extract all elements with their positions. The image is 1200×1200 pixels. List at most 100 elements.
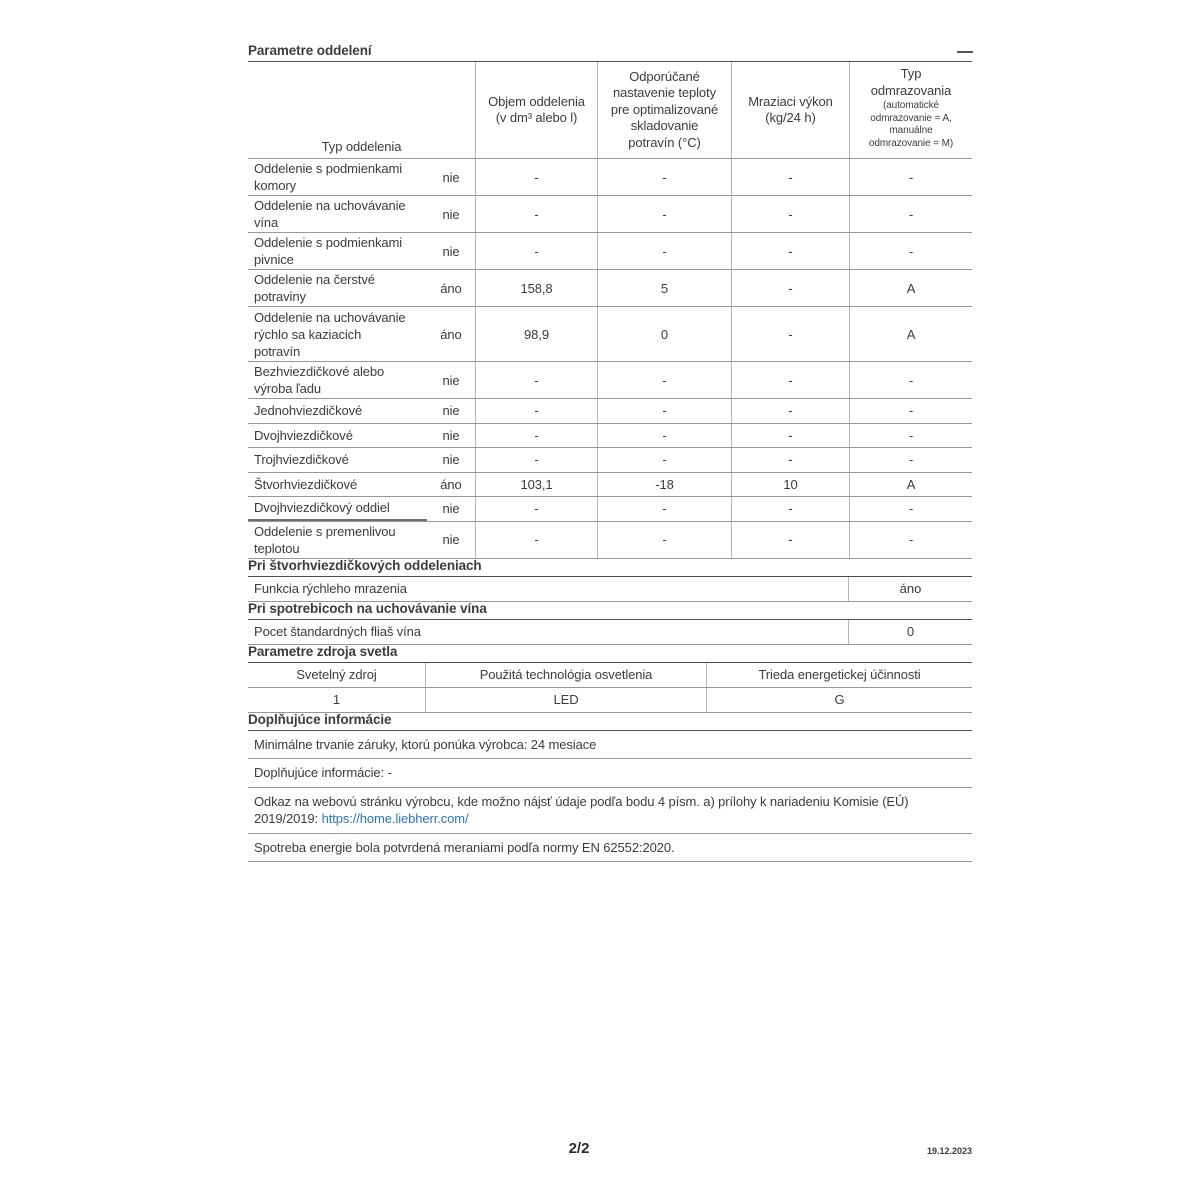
row-label: Trojhviezdičkové xyxy=(254,452,349,468)
row-present: nie xyxy=(442,427,460,443)
section-title-four-star: Pri štvorhviezdičkových oddeleniach xyxy=(248,558,972,577)
info-row-weblink: Odkaz na webovú stránku výrobcu, kde mož… xyxy=(248,788,972,834)
cell-freeze: 10 xyxy=(731,472,849,496)
corner-mark xyxy=(957,51,973,53)
header-volume: Objem oddelenia (v dm³ alebo l) xyxy=(475,62,597,158)
info-row-extra: Doplňujúce informácie: - xyxy=(248,759,972,788)
row-present: nie xyxy=(442,501,460,517)
light-table-values: 1 LED G xyxy=(248,687,972,713)
header-defrost-main: Typ odmrazovania xyxy=(870,66,952,98)
table-row: Oddelenie na čerstvé potraviny áno 158,8 … xyxy=(248,270,972,307)
row-label: Oddelenie na čerstvé potraviny xyxy=(254,272,375,304)
cell-volume: - xyxy=(475,196,597,232)
table-row: Oddelenie s podmienkami komory nie - - - … xyxy=(248,159,972,196)
cell-defrost: - xyxy=(849,423,972,447)
row-label: Oddelenie na uchovávanie vína xyxy=(254,198,406,230)
light-table-header: Svetelný zdroj Použitá technológia osvet… xyxy=(248,662,972,688)
cell-defrost: - xyxy=(849,521,972,558)
cell-temp: - xyxy=(597,196,731,232)
light-table: Svetelný zdroj Použitá technológia osvet… xyxy=(248,662,972,713)
row-label: Oddelenie s premenlivou teplotou xyxy=(254,523,396,556)
table-row: Jednohviezdičkové nie - - - - xyxy=(248,399,972,424)
cell-defrost: - xyxy=(849,196,972,232)
section-title-wine: Pri spotrebicoch na uchovávanie vína xyxy=(248,601,972,620)
cell-defrost: A xyxy=(849,472,972,496)
cell-defrost: - xyxy=(849,497,972,521)
row-label: Oddelenie s podmienkami pivnice xyxy=(254,235,403,267)
cell-temp: - xyxy=(597,448,731,472)
header-type-label: Typ oddelenia xyxy=(321,139,402,154)
table-row: Trojhviezdičkové nie - - - - xyxy=(248,448,972,473)
manufacturer-website-link[interactable]: https://home.liebherr.com/ xyxy=(321,811,469,826)
row-present: áno xyxy=(440,476,462,492)
row-present: nie xyxy=(442,243,460,259)
cell-defrost: A xyxy=(849,270,972,306)
light-header-technology: Použitá technológia osvetlenia xyxy=(425,662,706,687)
cell-freeze: - xyxy=(731,362,849,398)
cell-freeze: - xyxy=(731,196,849,232)
row-present: áno xyxy=(440,326,462,342)
info-row-energy-norm: Spotreba energie bola potvrdená meraniam… xyxy=(248,834,972,862)
row-label: Štvorhviezdičkové xyxy=(254,476,358,492)
row-present: nie xyxy=(442,169,460,185)
row-label: Dvojhviezdičkový oddiel xyxy=(248,497,427,521)
row-label: Bezhviezdičkové alebo výroba ľadu xyxy=(254,364,385,396)
table-row: Oddelenie s podmienkami pivnice nie - - -… xyxy=(248,233,972,270)
cell-volume: 158,8 xyxy=(475,270,597,306)
cell-volume: - xyxy=(475,521,597,558)
page-number: 2/2 xyxy=(568,1140,590,1157)
table-row: Oddelenie s premenlivou teplotou nie - - … xyxy=(248,521,972,559)
section-title-compartments: Parametre oddelení xyxy=(248,44,972,62)
header-type: Typ oddelenia xyxy=(248,62,475,158)
row-present: nie xyxy=(442,372,460,388)
cell-freeze: - xyxy=(731,270,849,306)
cell-freeze: - xyxy=(731,448,849,472)
cell-freeze: - xyxy=(731,307,849,361)
row-present: nie xyxy=(442,403,460,419)
cell-temp: - xyxy=(597,362,731,398)
cell-freeze: - xyxy=(731,233,849,269)
compartment-table-header: Typ oddelenia Objem oddelenia (v dm³ ale… xyxy=(248,62,972,159)
cell-temp: - xyxy=(597,233,731,269)
cell-volume: 103,1 xyxy=(475,472,597,496)
cell-freeze: - xyxy=(731,159,849,195)
cell-temp: - xyxy=(597,521,731,558)
row-label: Oddelenie s podmienkami komory xyxy=(254,161,403,193)
info-row-warranty: Minimálne trvanie záruky, ktorú ponúka v… xyxy=(248,731,972,759)
light-value-source: 1 xyxy=(332,692,341,707)
light-value-technology: LED xyxy=(425,687,706,712)
cell-freeze: - xyxy=(731,521,849,558)
cell-defrost: - xyxy=(849,159,972,195)
table-row: Štvorhviezdičkové áno 103,1 -18 10 A xyxy=(248,472,972,497)
cell-volume: - xyxy=(475,399,597,423)
table-row: Dvojhviezdičkový oddiel nie - - - - xyxy=(248,497,972,522)
header-temp: Odporúčané nastavenie teploty pre optima… xyxy=(597,62,731,158)
cell-freeze: - xyxy=(731,423,849,447)
row-label: Dvojhviezdičkové xyxy=(254,427,353,443)
cell-temp: - xyxy=(597,497,731,521)
row-label: Jednohviezdičkové xyxy=(254,403,363,419)
row-present: nie xyxy=(442,532,460,547)
cell-freeze: - xyxy=(731,399,849,423)
cell-defrost: - xyxy=(849,233,972,269)
table-row: Oddelenie na uchovávanie rýchlo sa kazia… xyxy=(248,307,972,362)
footer-date: 19.12.2023 xyxy=(926,1146,972,1156)
cell-defrost: - xyxy=(849,362,972,398)
cell-defrost: - xyxy=(849,399,972,423)
cell-volume: - xyxy=(475,497,597,521)
cell-temp: 5 xyxy=(597,270,731,306)
row-present: áno xyxy=(440,280,462,296)
weblink-text: Odkaz na webovú stránku výrobcu, kde mož… xyxy=(254,793,909,827)
cell-freeze: - xyxy=(731,497,849,521)
cell-volume: - xyxy=(475,448,597,472)
cell-temp: - xyxy=(597,399,731,423)
wine-label: Pocet štandardných fliaš vína xyxy=(254,624,421,639)
additional-info-list: Minimálne trvanie záruky, ktorú ponúka v… xyxy=(248,731,972,862)
cell-volume: - xyxy=(475,159,597,195)
cell-volume: 98,9 xyxy=(475,307,597,361)
cell-volume: - xyxy=(475,362,597,398)
wine-row: Pocet štandardných fliaš vína 0 xyxy=(248,619,972,645)
cell-defrost: A xyxy=(849,307,972,361)
row-label: Oddelenie na uchovávanie rýchlo sa kazia… xyxy=(254,309,406,359)
